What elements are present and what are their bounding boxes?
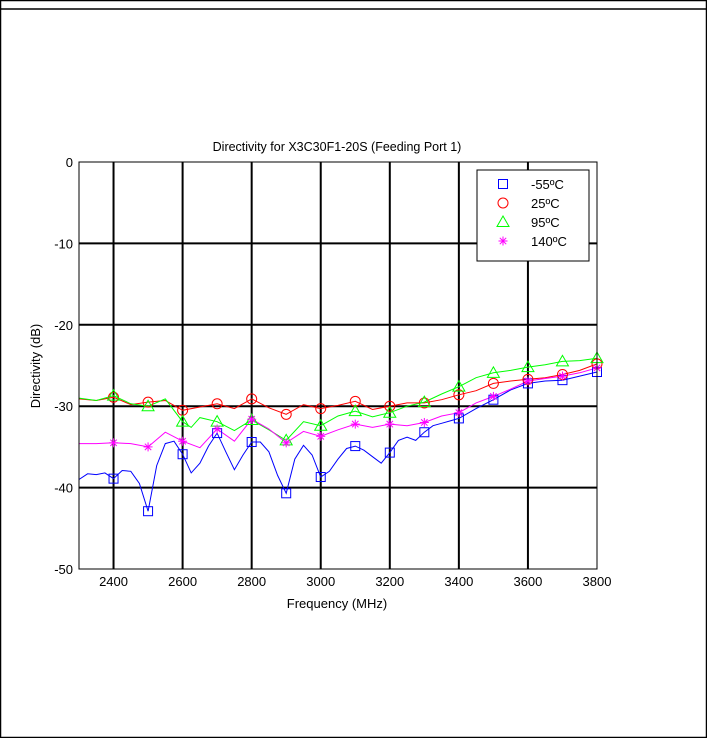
x-tick-label: 2400 <box>99 574 128 589</box>
series-2-marker <box>175 414 190 427</box>
series-1-marker <box>246 393 258 405</box>
series-1-marker <box>418 397 430 409</box>
grid-lines <box>79 162 597 569</box>
series-2-marker <box>106 388 121 401</box>
legend-marker-0 <box>498 179 508 189</box>
series-2-marker <box>417 395 432 408</box>
y-tick-label: -10 <box>54 236 73 251</box>
series-2-marker <box>452 379 466 392</box>
series-0-marker <box>177 449 188 460</box>
x-tick-labels: 2400 2600 2800 3000 3200 3400 3600 3800 <box>99 574 611 589</box>
legend-marker-2 <box>496 214 510 227</box>
y-axis-label: Directivity (dB) <box>28 324 43 409</box>
legend-label-2: 95ºC <box>531 215 560 230</box>
series-0-marker <box>246 437 257 448</box>
series-0-marker <box>384 447 395 458</box>
x-tick-label: 2600 <box>168 574 197 589</box>
series-0-marker <box>350 441 361 452</box>
series-3-marker <box>488 391 498 401</box>
series-lines <box>78 357 598 512</box>
series-0-marker <box>281 488 292 499</box>
legend-label-3: 140ºC <box>531 234 567 249</box>
y-tick-label: -40 <box>54 481 73 496</box>
series-1-marker <box>487 377 499 389</box>
series-1-marker <box>453 389 465 401</box>
legend-label-0: -55ºC <box>531 177 564 192</box>
series-2-marker <box>348 404 363 417</box>
plot-area-border <box>78 161 598 570</box>
series-1-marker <box>211 398 223 410</box>
series-3-marker <box>350 419 360 429</box>
series-1-marker <box>280 408 292 420</box>
x-tick-label: 3200 <box>375 574 404 589</box>
series-line-1 <box>78 363 598 415</box>
series-1-marker <box>384 400 396 412</box>
series-2-marker <box>382 405 397 418</box>
series-1-marker <box>142 396 154 408</box>
chart-title: Directivity for X3C30F1-20S (Feeding Por… <box>213 140 462 154</box>
series-3-marker <box>109 438 119 448</box>
series-markers <box>106 351 604 517</box>
series-3-marker <box>281 438 291 448</box>
series-line-2 <box>78 357 598 442</box>
legend-marker-1 <box>497 197 509 209</box>
legend: -55ºC 25ºC 95ºC 140ºC <box>476 169 590 262</box>
series-2-marker <box>486 365 501 378</box>
y-tick-label: -50 <box>54 562 73 577</box>
y-tick-labels: 0 -10 -20 -30 -40 -50 <box>54 155 73 577</box>
series-1-marker <box>315 403 327 415</box>
series-1-marker <box>349 395 361 407</box>
series-line-0 <box>78 371 598 512</box>
x-tick-label: 3800 <box>583 574 612 589</box>
series-3-marker <box>419 417 429 427</box>
y-tick-label: -20 <box>54 318 73 333</box>
x-axis-label: Frequency (MHz) <box>287 596 387 611</box>
series-3-marker <box>178 436 188 446</box>
series-3-marker <box>385 419 395 429</box>
x-tick-label: 3600 <box>513 574 542 589</box>
x-tick-label: 2800 <box>237 574 266 589</box>
series-2-marker <box>555 354 570 367</box>
series-0-marker <box>108 473 119 484</box>
series-line-3 <box>79 367 598 449</box>
series-0-marker <box>143 506 154 517</box>
legend-marker-3 <box>498 236 508 246</box>
legend-box <box>476 169 590 262</box>
series-3-marker <box>143 442 153 452</box>
series-3-marker <box>523 376 533 386</box>
y-tick-label: 0 <box>66 155 73 170</box>
series-3-marker <box>454 408 464 418</box>
series-0-marker <box>315 472 326 483</box>
series-2-marker <box>313 418 328 431</box>
series-2-marker <box>141 399 155 412</box>
series-2-marker <box>521 360 535 373</box>
series-3-marker <box>557 371 567 381</box>
legend-label-1: 25ºC <box>531 196 560 211</box>
series-3-marker <box>316 431 326 441</box>
series-3-marker <box>212 424 222 434</box>
series-0-marker <box>419 427 430 438</box>
y-tick-label: -30 <box>54 399 73 414</box>
x-tick-label: 3400 <box>444 574 473 589</box>
x-tick-label: 3000 <box>306 574 335 589</box>
series-1-marker <box>108 391 120 403</box>
series-3-marker <box>247 414 257 424</box>
